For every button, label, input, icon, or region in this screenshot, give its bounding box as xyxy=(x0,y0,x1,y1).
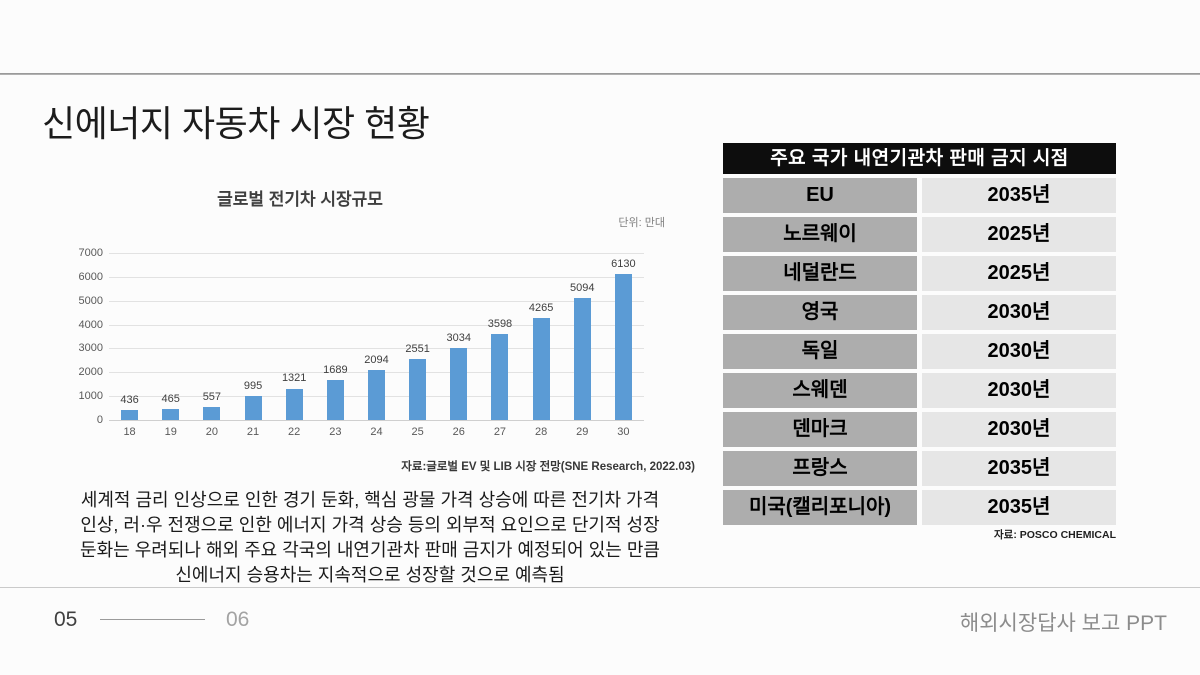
table-cell-ban-year: 2030년 xyxy=(922,373,1116,408)
x-axis-tick-label: 26 xyxy=(452,426,465,438)
footer-title: 해외시장답사 보고 PPT xyxy=(959,612,1167,635)
bar-18 xyxy=(121,409,139,420)
bar-value-label: 6130 xyxy=(611,257,636,270)
summary-text: 세계적 금리 인상으로 인한 경기 둔화, 핵심 광물 가격 상승에 따른 전기… xyxy=(80,490,660,585)
table-row: 노르웨이 2025년 xyxy=(723,217,1116,252)
x-axis-tick-label: 18 xyxy=(123,426,136,438)
bottom-divider xyxy=(0,587,1200,588)
y-axis-tick-label: 4000 xyxy=(78,318,103,331)
chart-unit-label: 단위: 만대 xyxy=(618,217,665,229)
y-axis-tick-label: 5000 xyxy=(78,294,103,307)
table-cell-ban-year: 2030년 xyxy=(922,295,1116,330)
x-axis-tick-label: 28 xyxy=(534,426,548,438)
table-source: 자료: POSCO CHEMICAL xyxy=(994,529,1116,541)
table-cell-country: 네덜란드 xyxy=(723,256,917,291)
bar-26 xyxy=(450,347,468,420)
bar-value-label: 436 xyxy=(120,393,139,406)
table-cell-country: 덴마크 xyxy=(723,412,917,447)
y-axis-tick-label: 0 xyxy=(96,414,103,426)
table-header: 주요 국가 내연기관차 판매 금지 시점 xyxy=(723,143,1116,174)
table-cell-country: 영국 xyxy=(723,295,917,330)
bar-24 xyxy=(368,370,385,420)
bar-value-label: 557 xyxy=(202,390,222,403)
bar-value-label: 3598 xyxy=(487,318,513,331)
gridline xyxy=(109,420,644,421)
bar-value-label: 465 xyxy=(161,392,180,405)
table-row: 덴마크 2030년 xyxy=(723,412,1116,447)
gridline xyxy=(109,348,644,350)
chart-plot-area: 436 18 465 19 557 20 995 21 1321 22 1689 23 2094 24 25… xyxy=(109,253,644,438)
y-axis-tick-label: 2000 xyxy=(78,366,103,379)
page-title: 신에너지 자동차 시장 현황 xyxy=(42,103,430,144)
bar-21 xyxy=(244,396,262,420)
table-cell-country: 프랑스 xyxy=(723,451,917,486)
table-cell-country: EU xyxy=(723,178,917,213)
y-axis-tick-label: 6000 xyxy=(78,270,103,283)
x-axis-tick-label: 27 xyxy=(493,426,507,438)
page-number-divider xyxy=(100,619,205,620)
bar-29 xyxy=(573,298,591,420)
table-row: 스웨덴 2030년 xyxy=(723,373,1116,408)
x-axis-tick-label: 24 xyxy=(370,426,383,438)
table-cell-country: 스웨덴 xyxy=(723,373,917,408)
x-axis-tick-label: 23 xyxy=(329,426,342,438)
table-cell-ban-year: 2025년 xyxy=(922,256,1116,291)
table-cell-country: 미국(캘리포니아) xyxy=(723,490,917,525)
table-row: 독일 2030년 xyxy=(723,334,1116,369)
gridline xyxy=(109,276,644,278)
bar-value-label: 1689 xyxy=(323,363,348,376)
bar-value-label: 2551 xyxy=(405,343,430,356)
chart-source: 자료:글로벌 EV 및 LIB 시장 전망(SNE Research, 2022… xyxy=(401,461,695,473)
table-row: 미국(캘리포니아) 2035년 xyxy=(723,490,1116,525)
gridline xyxy=(109,253,644,254)
x-axis-tick-label: 25 xyxy=(411,426,424,438)
chart-y-axis: 7000 6000 5000 4000 3000 2000 1000 0 xyxy=(48,247,103,426)
table-cell-ban-year: 2035년 xyxy=(922,490,1116,525)
bar-value-label: 5094 xyxy=(570,282,595,295)
table-cell-ban-year: 2030년 xyxy=(922,412,1116,447)
table-body: EU 2035년 노르웨이 2025년 네덜란드 2025년 영국 2030년 독일 2030년 스… xyxy=(723,178,1116,525)
chart-title: 글로벌 전기차 시장규모 xyxy=(217,190,383,209)
table-row: EU 2035년 xyxy=(723,178,1116,213)
bar-20 xyxy=(203,406,221,420)
bar-19 xyxy=(162,408,180,420)
gridline xyxy=(109,300,644,302)
y-axis-tick-label: 3000 xyxy=(78,342,103,355)
table-row: 영국 2030년 xyxy=(723,295,1116,330)
bar-30 xyxy=(614,273,632,420)
x-axis-tick-label: 30 xyxy=(617,426,630,438)
x-axis-tick-label: 21 xyxy=(246,426,260,438)
table-cell-ban-year: 2035년 xyxy=(922,451,1116,486)
bar-value-label: 2094 xyxy=(364,354,389,367)
bar-value-label: 995 xyxy=(243,380,263,393)
table-cell-country: 독일 xyxy=(723,334,917,369)
top-divider xyxy=(0,73,1200,75)
bar-value-label: 3034 xyxy=(446,331,472,344)
gridline xyxy=(109,324,644,326)
y-axis-tick-label: 1000 xyxy=(78,390,103,403)
bar-27 xyxy=(491,334,509,420)
x-axis-tick-label: 22 xyxy=(288,426,301,438)
y-axis-tick-label: 7000 xyxy=(78,247,103,259)
table-row: 네덜란드 2025년 xyxy=(723,256,1116,291)
table-cell-ban-year: 2030년 xyxy=(922,334,1116,369)
x-axis-tick-label: 29 xyxy=(576,426,589,438)
bar-23 xyxy=(326,379,344,420)
page-number-current: 05 xyxy=(54,608,78,631)
table-cell-country: 노르웨이 xyxy=(723,217,917,252)
bar-25 xyxy=(409,359,427,420)
table-cell-ban-year: 2035년 xyxy=(922,178,1116,213)
table-cell-ban-year: 2025년 xyxy=(922,217,1116,252)
bar-value-label: 1321 xyxy=(281,372,307,385)
x-axis-tick-label: 19 xyxy=(164,426,177,438)
table-row: 프랑스 2035년 xyxy=(723,451,1116,486)
x-axis-tick-label: 20 xyxy=(205,426,218,438)
bar-value-label: 4265 xyxy=(528,302,554,315)
ice-ban-table: 주요 국가 내연기관차 판매 금지 시점 EU 2035년 노르웨이 2025년 네덜란… xyxy=(723,143,1116,525)
bar-28 xyxy=(532,318,550,420)
page-number-next: 06 xyxy=(226,608,250,631)
bar-22 xyxy=(285,388,303,420)
